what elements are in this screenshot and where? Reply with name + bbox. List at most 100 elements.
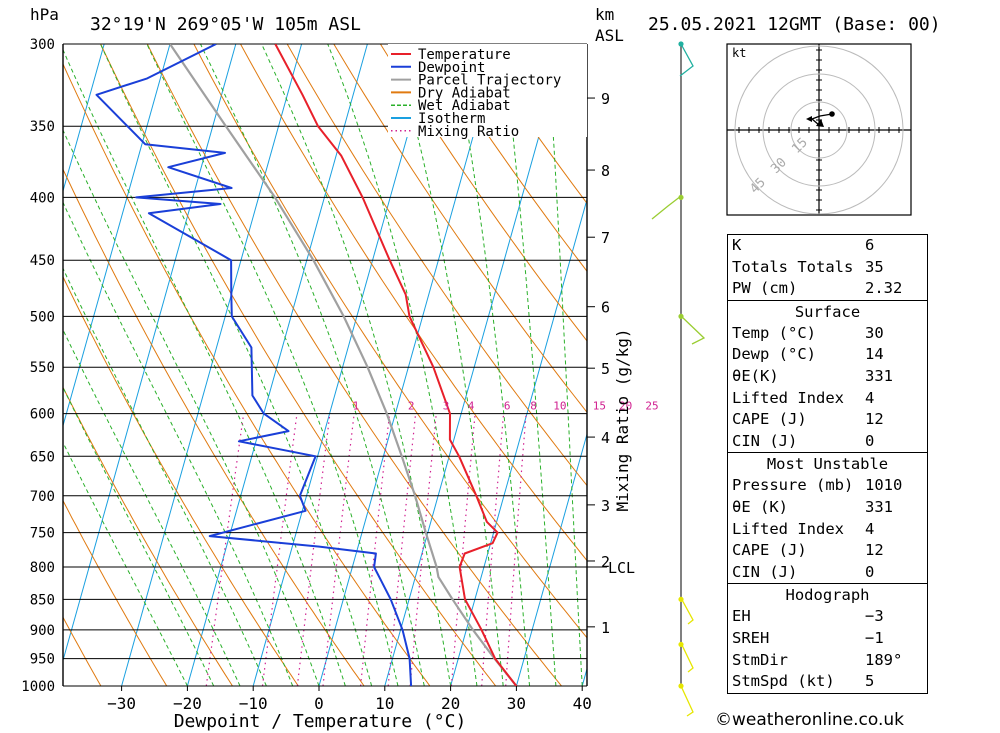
mixing-ratio-label: 8 [530, 400, 537, 413]
mixing-ratio-label: 4 [468, 400, 475, 413]
mixing-ratio-axis-label: Mixing Ratio (g/kg) [613, 328, 632, 511]
stat-label: θE (K) [732, 497, 788, 516]
hodograph-ring [762, 73, 876, 187]
pressure-tick-label: 700 [30, 489, 55, 505]
hodograph-title: Hodograph [728, 583, 927, 606]
legend-label: Parcel Trajectory [418, 73, 561, 89]
stat-value: 12 [865, 410, 884, 429]
wind-barb [680, 597, 694, 625]
legend-label: Dry Adiabat [418, 85, 511, 101]
storm-motion-marker [816, 119, 824, 127]
km-tick-label: 7 [601, 229, 610, 247]
km-tick-label: 2 [601, 553, 610, 571]
temperature-line [274, 44, 518, 686]
stat-label: CIN (J) [732, 431, 798, 450]
wind-barb [679, 43, 694, 77]
pressure-tick-label: 950 [30, 652, 55, 668]
legend-label: Isotherm [418, 111, 485, 127]
stat-label: Dewp (°C) [732, 345, 816, 364]
stat-row: StmSpd (kt) 5 [728, 671, 927, 693]
pressure-tick-label: 650 [30, 449, 55, 465]
lcl-label: LCL [608, 559, 635, 577]
mixing-ratio-label: 25 [645, 400, 658, 413]
dry-adiabat-line [426, 44, 587, 273]
stat-value: 30 [865, 323, 884, 342]
hodograph-ring [734, 45, 904, 215]
stat-label: StmSpd (kt) [732, 672, 835, 691]
pressure-tick-label: 1000 [21, 679, 55, 695]
stat-value: −3 [865, 607, 884, 626]
dry-adiabat-line [63, 616, 102, 686]
x-tick-label: −10 [239, 694, 268, 713]
stat-row: Lifted Index 4 [728, 519, 927, 541]
mixing-ratio-label: 3 [443, 400, 450, 413]
isotherm-line [186, 44, 368, 686]
wet-adiabat-line [261, 44, 452, 686]
hodograph-arrow [806, 116, 812, 122]
isotherm-line [384, 44, 566, 686]
dry-adiabat-line [379, 44, 587, 342]
pressure-tick-label: 900 [30, 623, 55, 639]
isobars [63, 43, 587, 687]
stat-label: θE(K) [732, 366, 779, 385]
indices-block: K 6 Totals Totals 35 PW (cm) 2.32 [728, 235, 927, 300]
stat-label: CAPE (J) [732, 541, 807, 560]
wind-barb [680, 642, 694, 673]
pressure-tick-label: 600 [30, 407, 55, 423]
dry-adiabat-line [146, 44, 562, 686]
mixing-ratio-label: 20 [619, 400, 632, 413]
km-tick-label: 5 [601, 360, 610, 378]
pressure-tick-label: 850 [30, 592, 55, 608]
mixing-ratio-line [360, 413, 391, 686]
stat-value: 331 [865, 366, 893, 385]
stat-row: Dewp (°C) 14 [728, 344, 927, 366]
unit-hpa: hPa [30, 5, 59, 24]
pressure-tick-label: 750 [30, 526, 55, 542]
isotherm-line [450, 197, 587, 686]
unit-km: km [595, 5, 614, 24]
dry-adiabat-line [940, 44, 1000, 686]
dry-adiabat-line [193, 44, 587, 639]
x-tick-label: 30 [507, 694, 526, 713]
pressure-tick-label: 350 [30, 119, 55, 135]
mixing-ratio-label: 15 [593, 400, 606, 413]
stat-row: PW (cm) 2.32 [728, 278, 927, 300]
stat-value: 4 [865, 519, 875, 538]
stat-value: 0 [865, 431, 875, 450]
legend-label: Temperature [418, 47, 511, 63]
stat-value: 0 [865, 562, 875, 581]
stat-row: Temp (°C) 30 [728, 323, 927, 345]
x-tick-label: 20 [441, 694, 460, 713]
stat-row: θE(K) 331 [728, 366, 927, 388]
hodograph-trace [810, 113, 833, 126]
stat-row: CIN (J) 0 [728, 562, 927, 584]
km-tick-label: 9 [601, 90, 610, 108]
parcel-trajectory-line [169, 44, 518, 686]
stat-label: CIN (J) [732, 562, 798, 581]
hodograph-stats-block: EH −3 SREH −1 StmDir 189° StmSpd (kt) 5 [728, 606, 927, 692]
pressure-tick-label: 400 [30, 190, 55, 206]
stat-row: Totals Totals 35 [728, 257, 927, 279]
mixing-ratio-label: 6 [504, 400, 511, 413]
wet-adiabat-line [451, 44, 531, 686]
profiles [95, 44, 518, 686]
x-axis-label: Dewpoint / Temperature (°C) [174, 711, 467, 732]
copyright-credit: ©weatheronline.co.uk [715, 710, 905, 730]
stat-label: K [732, 236, 742, 254]
wet-adiabat-line [547, 44, 583, 686]
wet-adiabat-line [63, 48, 346, 686]
stat-value: 5 [865, 672, 875, 691]
stat-value: 331 [865, 497, 893, 516]
mixing-ratio-line [450, 413, 476, 686]
dry-adiabat-line [63, 168, 365, 686]
km-tick-label: 4 [601, 429, 610, 447]
stat-value: 14 [865, 345, 884, 364]
wet-adiabat-line [63, 328, 241, 686]
stat-label: Lifted Index [732, 519, 844, 538]
dry-adiabat-line [286, 44, 587, 487]
dry-adiabat-line [63, 499, 168, 686]
isotherm-line [252, 44, 434, 686]
axes: 1 2 3 4 6 8 10 15 20 2530035040045050055060065070… [21, 37, 658, 713]
